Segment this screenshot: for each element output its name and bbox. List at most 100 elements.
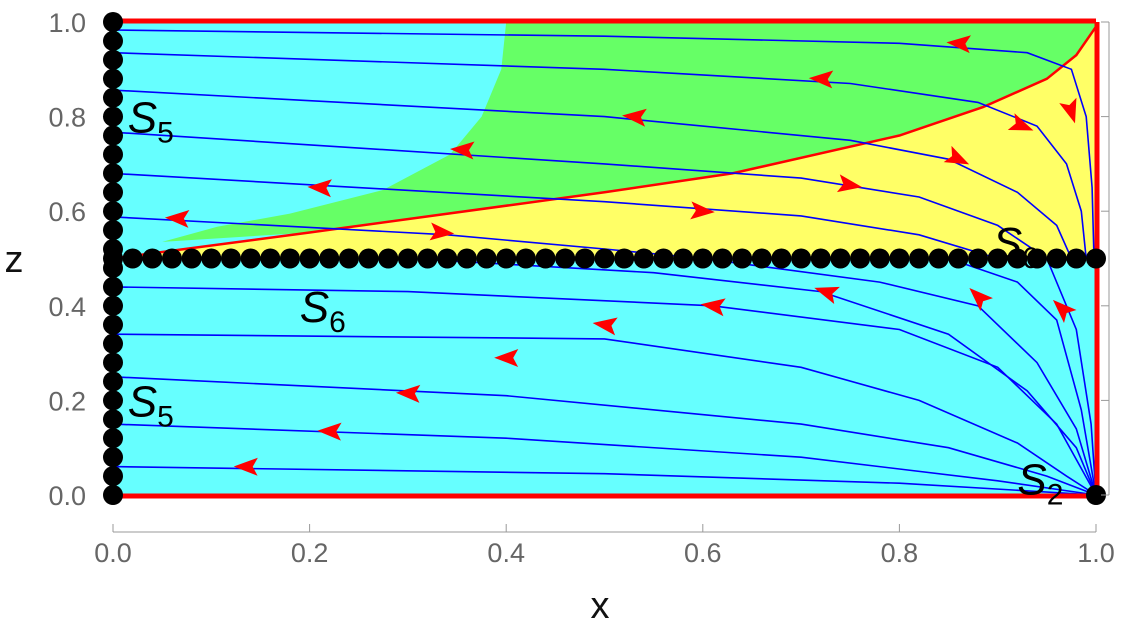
fixed-point-s6 <box>122 248 143 269</box>
fixed-point-s6 <box>358 248 379 269</box>
fixed-point-s6 <box>299 248 320 269</box>
fixed-point-s6 <box>181 248 202 269</box>
fixed-point-s6 <box>1066 248 1087 269</box>
x-axis-label: x <box>591 585 610 627</box>
fixed-point-s6 <box>201 248 222 269</box>
fixed-point-s5 <box>103 68 123 89</box>
fixed-point-s6 <box>692 248 713 269</box>
flow-arrow <box>1052 299 1077 323</box>
fixed-point-s6 <box>555 248 576 269</box>
streamline-9 <box>112 423 1097 496</box>
axes-layer: 0.0 0.2 0.4 0.6 0.8 1.0 0.0 0.2 0.4 0.6 0.8 1.0 <box>48 8 1114 568</box>
fixed-point-s6 <box>594 248 615 269</box>
flow-arrow <box>1059 97 1077 124</box>
streamline-7 <box>112 333 1097 496</box>
flow-arrow <box>307 179 332 198</box>
fixed-point-s6 <box>496 248 517 269</box>
fixed-point-s6 <box>476 248 497 269</box>
fixed-point-s5 <box>103 87 123 108</box>
fixed-point-s5 <box>103 447 123 468</box>
y-axis-label: z <box>5 239 24 281</box>
fixed-point-s6 <box>751 248 772 269</box>
y-tick-label: 0.4 <box>48 292 86 322</box>
fixed-point-s5 <box>103 371 123 392</box>
fixed-point-s6 <box>791 248 812 269</box>
fixed-point-s5 <box>103 257 123 278</box>
fixed-point-s5 <box>103 314 123 335</box>
fixed-point-s5 <box>103 428 123 449</box>
flow-arrow <box>700 298 726 317</box>
fixed-point-s5 <box>103 352 123 373</box>
fixed-point-s5 <box>103 409 123 430</box>
flow-arrow <box>164 209 190 228</box>
streamline-11 <box>407 257 1097 496</box>
fixed-point-s5 <box>103 125 123 146</box>
fixed-point-s6 <box>279 248 300 269</box>
fixed-point-s6 <box>1027 248 1048 269</box>
fixed-point-s6 <box>338 248 359 269</box>
fixed-point-s5 <box>103 163 123 184</box>
fixed-point-s6 <box>673 248 694 269</box>
fixed-point-s5 <box>103 49 123 70</box>
fixed-point-s6 <box>378 248 399 269</box>
fixed-point-s6 <box>889 248 910 269</box>
fixed-point-s6 <box>142 248 163 269</box>
flow-arrow <box>943 145 970 165</box>
flow-arrow <box>395 384 421 403</box>
fixed-point-s5 <box>103 220 123 241</box>
x-tick-label: 0.6 <box>684 538 722 568</box>
yellow-region <box>113 26 1096 259</box>
flow-arrow <box>592 317 618 336</box>
streamline-5 <box>112 216 703 260</box>
point-set-subscript: 6 <box>1022 242 1039 275</box>
green-region <box>162 22 1096 242</box>
fixed-point-s6 <box>397 248 418 269</box>
streamline-0 <box>112 29 1095 259</box>
x-tick-label: 0.0 <box>94 538 132 568</box>
fixed-point-s5 <box>103 333 123 354</box>
fixed-point-s6 <box>653 248 674 269</box>
fixed-point-s6 <box>1086 248 1106 269</box>
x-tick-label: 0.8 <box>881 538 919 568</box>
fixed-point-s6 <box>220 248 241 269</box>
fixed-point-s2 <box>1086 485 1106 505</box>
fixed-point-s6 <box>869 248 890 269</box>
point-set-subscript: 5 <box>157 400 174 433</box>
fixed-point-s5 <box>103 12 123 32</box>
flow-arrow <box>808 70 834 89</box>
fixed-point-s6 <box>515 248 536 269</box>
fixed-points-layer <box>103 12 1106 505</box>
flow-arrow <box>969 288 993 312</box>
flow-arrow <box>317 422 342 441</box>
streamlines-layer <box>112 29 1097 496</box>
streamline-12 <box>702 257 1097 496</box>
streamline-8 <box>112 376 1097 496</box>
streamline-13 <box>948 257 1097 496</box>
fixed-point-s6 <box>240 248 261 269</box>
x-tick-label: 0.2 <box>291 538 329 568</box>
point-set-subscript: 6 <box>329 306 346 339</box>
fixed-point-s6 <box>1007 248 1028 269</box>
fixed-point-s6 <box>614 248 635 269</box>
fixed-point-s6 <box>633 248 654 269</box>
fixed-point-s6 <box>161 248 182 269</box>
fixed-point-s5 <box>103 276 123 297</box>
flow-arrow <box>622 108 647 127</box>
fixed-point-s5 <box>103 201 123 222</box>
y-tick-label: 0.2 <box>48 386 86 416</box>
flow-arrow <box>836 174 863 193</box>
fixed-point-s6 <box>850 248 871 269</box>
flow-arrow <box>946 35 972 54</box>
fixed-point-s5 <box>103 239 123 260</box>
x-tick-label: 1.0 <box>1077 538 1115 568</box>
fixed-point-s6 <box>909 248 930 269</box>
fixed-point-s6 <box>260 248 281 269</box>
x-tick-label: 0.4 <box>487 538 525 568</box>
flow-arrow <box>1007 113 1034 131</box>
streamline-10 <box>112 465 1097 496</box>
fixed-point-s6 <box>948 248 969 269</box>
fixed-point-s6 <box>732 248 753 269</box>
fixed-point-s5 <box>103 466 123 487</box>
fixed-point-s5 <box>103 30 123 51</box>
